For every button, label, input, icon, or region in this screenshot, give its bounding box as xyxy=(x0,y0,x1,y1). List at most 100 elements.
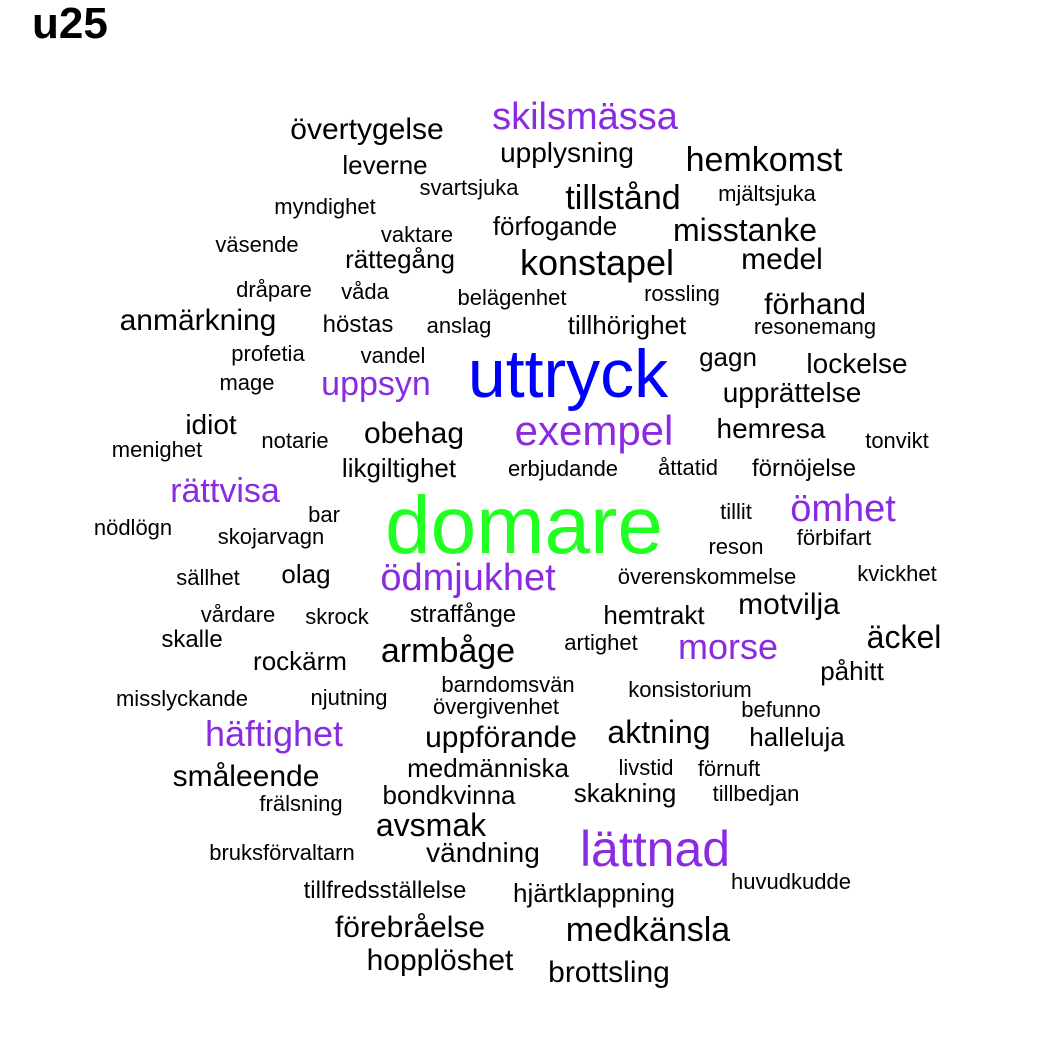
word-vaktare: vaktare xyxy=(380,222,454,247)
word-notarie: notarie xyxy=(261,428,329,453)
word-resonemang: resonemang xyxy=(753,314,877,339)
word-likgiltighet: likgiltighet xyxy=(341,453,457,483)
word-erbjudande: erbjudande xyxy=(507,456,619,481)
word-exempel: exempel xyxy=(514,407,674,454)
word-uttryck: uttryck xyxy=(467,336,669,412)
word-smaleende: småleende xyxy=(172,760,320,793)
word-belagenhet: belägenhet xyxy=(457,285,567,310)
word-obehag: obehag xyxy=(363,417,465,450)
word-tillhorighet: tillhörighet xyxy=(567,310,687,340)
word-skojarvagn: skojarvagn xyxy=(217,524,325,549)
word-medmanniska: medmänniska xyxy=(407,753,569,783)
word-drapare: dråpare xyxy=(236,277,312,302)
word-tillstand: tillstånd xyxy=(565,179,681,217)
word-misslyckande: misslyckande xyxy=(115,686,249,711)
word-hemkomst: hemkomst xyxy=(685,141,843,179)
word-olag: olag xyxy=(281,559,331,589)
page-title: u25 xyxy=(32,0,108,48)
word-overtygelse: övertygelse xyxy=(290,113,444,146)
word-tonvikt: tonvikt xyxy=(865,428,929,453)
word-armbage: armbåge xyxy=(380,632,516,670)
word-reson: reson xyxy=(708,534,764,559)
word-profetia: profetia xyxy=(231,341,305,366)
word-skakning: skakning xyxy=(573,778,677,808)
word-skrock: skrock xyxy=(305,604,369,629)
word-leverne: leverne xyxy=(342,150,428,180)
word-rattvisa: rättvisa xyxy=(170,472,280,510)
word-upplysning: upplysning xyxy=(500,137,634,168)
word-hostas: höstas xyxy=(322,311,394,338)
word-vardare: vårdare xyxy=(200,602,276,627)
word-misstanke: misstanke xyxy=(672,212,818,248)
word-morse: morse xyxy=(677,626,779,667)
word-overenskommelse: överenskommelse xyxy=(617,564,797,589)
word-mage: mage xyxy=(219,370,275,395)
word-vasende: väsende xyxy=(215,232,299,257)
word-konstapel: konstapel xyxy=(519,242,675,283)
word-livstid: livstid xyxy=(618,755,674,780)
word-kvickhet: kvickhet xyxy=(857,561,937,586)
word-skilsmassa: skilsmässa xyxy=(492,96,678,138)
word-upprattelse: upprättelse xyxy=(722,377,862,408)
word-uppforande: uppförande xyxy=(425,721,577,754)
word-omhet: ömhet xyxy=(790,488,896,530)
word-skalle: skalle xyxy=(161,626,223,653)
word-menighet: menighet xyxy=(111,437,203,462)
word-nodlogn: nödlögn xyxy=(93,515,173,540)
word-ackel: äckel xyxy=(866,619,942,655)
word-odmjukhet: ödmjukhet xyxy=(380,557,556,599)
word-sallhet: sällhet xyxy=(176,565,240,590)
word-artighet: artighet xyxy=(564,630,638,655)
word-haftighet: häftighet xyxy=(204,713,344,754)
word-svartsjuka: svartsjuka xyxy=(419,175,519,200)
word-gagn: gagn xyxy=(699,342,757,372)
word-tillfredsstallelse: tillfredsställelse xyxy=(303,877,467,904)
word-vada: våda xyxy=(341,279,389,304)
word-tillit: tillit xyxy=(720,499,752,524)
word-bruksforvaltarn: bruksförvaltarn xyxy=(209,840,355,865)
word-rattegang: rättegång xyxy=(345,244,455,274)
word-njutning: njutning xyxy=(310,685,388,710)
word-barndomsvan: barndomsvän xyxy=(441,672,575,697)
word-hemtrakt: hemtrakt xyxy=(603,600,705,630)
word-anslag: anslag xyxy=(426,313,492,338)
word-lockelse: lockelse xyxy=(806,348,908,379)
word-fralsning: frälsning xyxy=(259,791,343,816)
word-overgivenhet: övergivenhet xyxy=(433,694,559,719)
word-pahitt: påhitt xyxy=(820,656,884,686)
word-forbifart: förbifart xyxy=(796,525,872,550)
word-medkansla: medkänsla xyxy=(565,911,731,949)
word-forhand: förhand xyxy=(764,288,866,321)
word-brottsling: brottsling xyxy=(548,956,670,989)
word-domare: domare xyxy=(384,480,664,571)
word-uppsyn: uppsyn xyxy=(321,365,431,403)
word-aktning: aktning xyxy=(607,714,711,750)
word-myndighet: myndighet xyxy=(274,194,376,219)
word-vandning: vändning xyxy=(426,837,540,868)
word-forebraelse: förebråelse xyxy=(334,911,486,944)
word-fornuft: förnuft xyxy=(697,756,761,781)
word-medel: medel xyxy=(741,243,823,276)
word-mjaltsjuka: mjältsjuka xyxy=(718,181,816,206)
word-befunno: befunno xyxy=(741,697,821,722)
word-hjartklappning: hjärtklappning xyxy=(513,878,675,908)
word-idiot: idiot xyxy=(185,409,237,440)
word-motvilja: motvilja xyxy=(738,588,840,621)
word-attatid: åttatid xyxy=(658,455,718,480)
word-rossling: rossling xyxy=(644,281,720,306)
word-bondkvinna: bondkvinna xyxy=(382,780,516,810)
word-bar: bar xyxy=(308,502,340,527)
word-tillbedjan: tillbedjan xyxy=(712,781,800,806)
word-rockarm: rockärm xyxy=(253,646,347,676)
word-hopploshet: hopplöshet xyxy=(366,944,514,977)
word-avsmak: avsmak xyxy=(375,807,487,843)
word-lattnad: lättnad xyxy=(579,821,731,877)
word-forfogande: förfogande xyxy=(492,211,618,241)
word-vandel: vandel xyxy=(360,343,426,368)
word-fornojelse: förnöjelse xyxy=(751,455,857,482)
word-konsistorium: konsistorium xyxy=(628,677,752,702)
word-straffange: straffånge xyxy=(409,601,517,628)
word-halleluja: halleluja xyxy=(749,722,845,752)
word-huvudkudde: huvudkudde xyxy=(731,869,851,894)
